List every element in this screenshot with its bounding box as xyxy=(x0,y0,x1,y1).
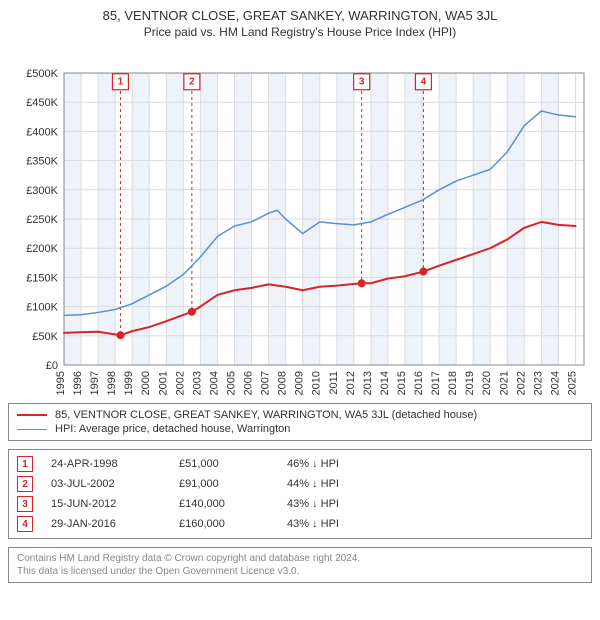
transaction-delta: 43% ↓ HPI xyxy=(287,518,339,530)
page-subtitle: Price paid vs. HM Land Registry's House … xyxy=(8,25,592,39)
ytick-label: £100K xyxy=(26,302,58,314)
xtick-label: 2013 xyxy=(362,371,374,395)
price-chart: £0 £50K £100K £150K £200K £250K £300K £350K £400… xyxy=(8,45,592,395)
transactions-box: 1 24-APR-1998 £51,000 46% ↓ HPI 2 03-JUL-2002… xyxy=(8,449,592,539)
legend-row: 85, VENTNOR CLOSE, GREAT SANKEY, WARRING… xyxy=(17,408,583,422)
xtick-label: 2010 xyxy=(311,371,323,395)
transaction-row: 4 29-JAN-2016 £160,000 43% ↓ HPI xyxy=(17,514,583,534)
transaction-delta: 46% ↓ HPI xyxy=(287,458,339,470)
legend: 85, VENTNOR CLOSE, GREAT SANKEY, WARRING… xyxy=(8,403,592,441)
ytick-label: £500K xyxy=(26,68,58,80)
transaction-date: 03-JUL-2002 xyxy=(51,478,161,490)
xtick-label: 2002 xyxy=(174,371,186,395)
xtick-label: 2001 xyxy=(157,371,169,395)
xtick-label: 2019 xyxy=(464,371,476,395)
legend-label: HPI: Average price, detached house, Warr… xyxy=(55,423,290,435)
page-title: 85, VENTNOR CLOSE, GREAT SANKEY, WARRING… xyxy=(8,8,592,23)
xtick-label: 1999 xyxy=(123,371,135,395)
transaction-date: 15-JUN-2012 xyxy=(51,498,161,510)
transaction-date: 24-APR-1998 xyxy=(51,458,161,470)
xtick-label: 2000 xyxy=(140,371,152,395)
ytick-label: £0 xyxy=(46,360,58,372)
ytick-label: £450K xyxy=(26,97,58,109)
xtick-label: 1996 xyxy=(72,371,84,395)
top-marker-number: 1 xyxy=(118,76,124,87)
ytick-label: £350K xyxy=(26,156,58,168)
xtick-label: 2018 xyxy=(447,371,459,395)
ytick-label: £300K xyxy=(26,185,58,197)
footer-box: Contains HM Land Registry data © Crown c… xyxy=(8,547,592,583)
xtick-label: 2020 xyxy=(481,371,493,395)
transaction-price: £140,000 xyxy=(179,498,269,510)
transaction-marker: 4 xyxy=(17,516,33,532)
top-marker-number: 2 xyxy=(189,76,195,87)
xtick-label: 2003 xyxy=(191,371,203,395)
xtick-label: 1995 xyxy=(55,371,67,395)
xtick-label: 1997 xyxy=(89,371,101,395)
legend-swatch xyxy=(17,414,47,416)
xtick-label: 2009 xyxy=(294,371,306,395)
xtick-label: 2015 xyxy=(396,371,408,395)
series-marker-dot xyxy=(358,279,366,287)
legend-row: HPI: Average price, detached house, Warr… xyxy=(17,422,583,436)
legend-swatch xyxy=(17,429,47,430)
ytick-label: £50K xyxy=(32,331,58,343)
xtick-label: 2008 xyxy=(277,371,289,395)
series-marker-dot xyxy=(419,268,427,276)
xtick-label: 2012 xyxy=(345,371,357,395)
xtick-label: 2023 xyxy=(532,371,544,395)
transaction-date: 29-JAN-2016 xyxy=(51,518,161,530)
series-marker-dot xyxy=(116,331,124,339)
transaction-price: £160,000 xyxy=(179,518,269,530)
transaction-price: £91,000 xyxy=(179,478,269,490)
top-marker-number: 3 xyxy=(359,76,365,87)
transaction-marker: 1 xyxy=(17,456,33,472)
xtick-label: 2016 xyxy=(413,371,425,395)
transaction-delta: 44% ↓ HPI xyxy=(287,478,339,490)
xtick-label: 2007 xyxy=(260,371,272,395)
ytick-label: £250K xyxy=(26,214,58,226)
xtick-label: 2024 xyxy=(549,371,561,395)
xtick-label: 2021 xyxy=(498,371,510,395)
legend-label: 85, VENTNOR CLOSE, GREAT SANKEY, WARRING… xyxy=(55,409,477,421)
xtick-label: 2017 xyxy=(430,371,442,395)
transaction-marker: 3 xyxy=(17,496,33,512)
transaction-price: £51,000 xyxy=(179,458,269,470)
xtick-label: 2025 xyxy=(566,371,578,395)
chart-container: £0 £50K £100K £150K £200K £250K £300K £350K £400… xyxy=(8,45,592,395)
xtick-label: 2022 xyxy=(515,371,527,395)
ytick-label: £400K xyxy=(26,126,58,138)
xtick-label: 2005 xyxy=(225,371,237,395)
xtick-label: 2011 xyxy=(328,371,340,395)
transaction-row: 2 03-JUL-2002 £91,000 44% ↓ HPI xyxy=(17,474,583,494)
transaction-marker: 2 xyxy=(17,476,33,492)
xtick-label: 1998 xyxy=(106,371,118,395)
top-marker-number: 4 xyxy=(421,76,427,87)
ytick-label: £150K xyxy=(26,272,58,284)
series-marker-dot xyxy=(188,308,196,316)
footer-line-1: Contains HM Land Registry data © Crown c… xyxy=(17,552,583,565)
transaction-row: 3 15-JUN-2012 £140,000 43% ↓ HPI xyxy=(17,494,583,514)
transaction-row: 1 24-APR-1998 £51,000 46% ↓ HPI xyxy=(17,454,583,474)
xtick-label: 2006 xyxy=(243,371,255,395)
footer-line-2: This data is licensed under the Open Gov… xyxy=(17,565,583,578)
xtick-label: 2004 xyxy=(208,371,220,395)
transaction-delta: 43% ↓ HPI xyxy=(287,498,339,510)
ytick-label: £200K xyxy=(26,243,58,255)
xtick-label: 2014 xyxy=(379,371,391,395)
